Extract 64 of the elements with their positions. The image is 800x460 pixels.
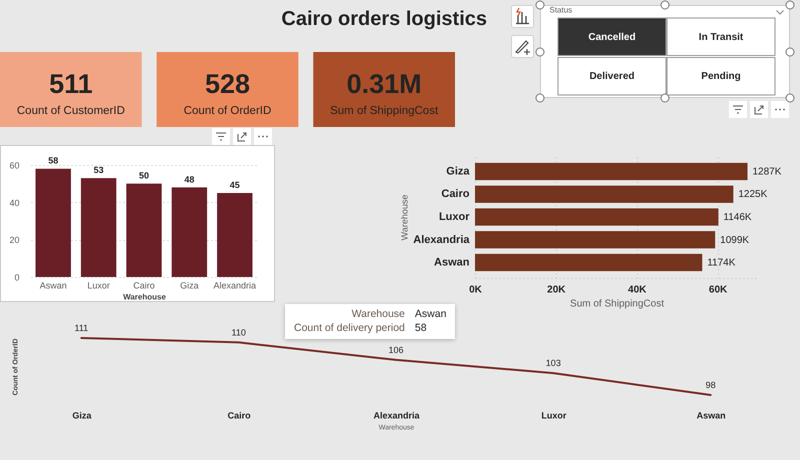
bar [475, 162, 748, 180]
data-label: 45 [230, 180, 240, 190]
data-label: 98 [706, 380, 716, 390]
category-label: In Transit [698, 32, 744, 43]
x-tick-label: Alexandria [373, 410, 420, 420]
y-tick-label: Cairo [441, 188, 470, 200]
category-label: Delivered [589, 71, 634, 82]
x-tick-label: Alexandria [213, 280, 256, 290]
bar [475, 254, 702, 272]
x-tick-label: Aswan [696, 410, 726, 420]
category-label: Sum of ShippingCost [330, 105, 439, 117]
y-tick-label: 40 [9, 198, 20, 208]
annotation: 1225K [738, 189, 768, 200]
y-tick-label: 60 [9, 160, 20, 170]
category-label: Pending [701, 71, 741, 82]
x-tick-label: Luxor [541, 410, 567, 420]
bar [475, 186, 734, 203]
x-tick-label: Giza [180, 280, 199, 290]
bar [126, 184, 162, 277]
data-label: 58 [48, 156, 58, 166]
x-tick-label: 60K [708, 284, 728, 296]
x-axis-title: Warehouse [123, 292, 166, 302]
bar [80, 178, 116, 277]
tooltip: Warehouse Aswan Count of delivery period 58 [285, 304, 456, 339]
x-tick-label: 0K [469, 284, 483, 296]
y-tick-label: Aswan [434, 256, 470, 269]
text: 528 [204, 69, 250, 99]
bar [217, 193, 252, 277]
y-tick-label: 0 [14, 272, 20, 282]
category-label: Count of OrderID [184, 105, 272, 117]
data-label: 110 [232, 327, 246, 338]
x-tick-label: Cairo [228, 410, 252, 420]
y-tick-label: Luxor [438, 211, 470, 223]
annotation: 1146K [723, 212, 752, 223]
text: 0.31M [346, 69, 422, 99]
x-tick-label: Aswan [40, 280, 67, 290]
data-label: 50 [138, 170, 150, 181]
y-tick-label: 20 [9, 235, 20, 246]
x-tick-label: Luxor [87, 280, 110, 290]
category-label: Cancelled [588, 32, 636, 43]
text: Status [550, 6, 572, 14]
y-tick-label: Giza [446, 165, 470, 178]
x-tick-label: Cairo [133, 280, 155, 290]
text: Cairo orders logistics [281, 8, 487, 30]
annotation: 1287K [752, 166, 782, 178]
data-label: 111 [74, 323, 88, 333]
bar [475, 208, 718, 226]
x-tick-label: 20K [547, 284, 566, 296]
bar [36, 168, 71, 277]
data-label: 53 [94, 165, 104, 176]
annotation: 1174K [707, 258, 736, 269]
text: 511 [49, 69, 93, 99]
y-tick-label: Alexandria [413, 234, 470, 246]
x-tick-label: 40K [628, 284, 648, 296]
annotation: 1099K [720, 234, 750, 246]
x-tick-label: Giza [72, 410, 92, 420]
y-axis-title: Warehouse [399, 194, 410, 240]
bar [475, 231, 716, 248]
x-axis-title: Sum of ShippingCost [570, 298, 664, 310]
bar [172, 187, 208, 277]
data-label: 103 [546, 358, 561, 368]
data-label: 106 [388, 344, 404, 355]
data-label: 48 [184, 174, 194, 184]
category-label: Count of CustomerID [16, 105, 125, 117]
